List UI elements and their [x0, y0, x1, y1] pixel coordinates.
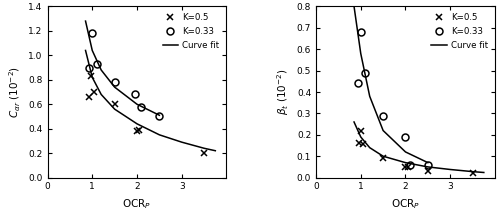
- K=0.5: [88, 75, 94, 77]
- Line: K=0.5: K=0.5: [86, 73, 207, 156]
- K=0.33: [380, 114, 386, 117]
- K=0.33: [358, 31, 364, 33]
- K=0.5: [134, 130, 140, 132]
- K=0.5: [404, 166, 410, 168]
- Legend: K=0.5, K=0.33, Curve fit: K=0.5, K=0.33, Curve fit: [160, 11, 222, 52]
- X-axis label: OCR$_P$: OCR$_P$: [122, 197, 152, 211]
- Y-axis label: $\beta_t$ (10$^{-2}$): $\beta_t$ (10$^{-2}$): [276, 69, 291, 115]
- K=0.33: [156, 115, 162, 118]
- Line: K=0.5: K=0.5: [356, 127, 476, 177]
- K=0.33: [354, 82, 360, 85]
- Legend: K=0.5, K=0.33, Curve fit: K=0.5, K=0.33, Curve fit: [428, 11, 490, 52]
- K=0.33: [362, 71, 368, 74]
- K=0.5: [360, 143, 366, 146]
- K=0.5: [356, 142, 362, 145]
- Line: K=0.33: K=0.33: [354, 29, 432, 168]
- K=0.33: [112, 81, 117, 83]
- K=0.33: [407, 163, 413, 166]
- K=0.5: [380, 157, 386, 160]
- K=0.33: [132, 93, 138, 96]
- K=0.5: [86, 96, 92, 98]
- Y-axis label: $C_{\alpha r}$ (10$^{-2}$): $C_{\alpha r}$ (10$^{-2}$): [8, 66, 22, 118]
- K=0.33: [402, 136, 408, 138]
- K=0.33: [425, 163, 431, 166]
- K=0.5: [136, 129, 142, 131]
- K=0.33: [89, 32, 95, 35]
- K=0.5: [402, 166, 408, 168]
- K=0.5: [201, 152, 207, 155]
- K=0.5: [112, 103, 117, 106]
- K=0.5: [358, 129, 364, 132]
- Line: K=0.33: K=0.33: [86, 30, 163, 120]
- K=0.33: [94, 63, 100, 65]
- K=0.5: [425, 170, 431, 172]
- K=0.5: [470, 172, 476, 175]
- K=0.5: [92, 91, 98, 93]
- X-axis label: OCR$_P$: OCR$_P$: [391, 197, 420, 211]
- K=0.33: [86, 66, 92, 69]
- K=0.33: [138, 106, 144, 108]
